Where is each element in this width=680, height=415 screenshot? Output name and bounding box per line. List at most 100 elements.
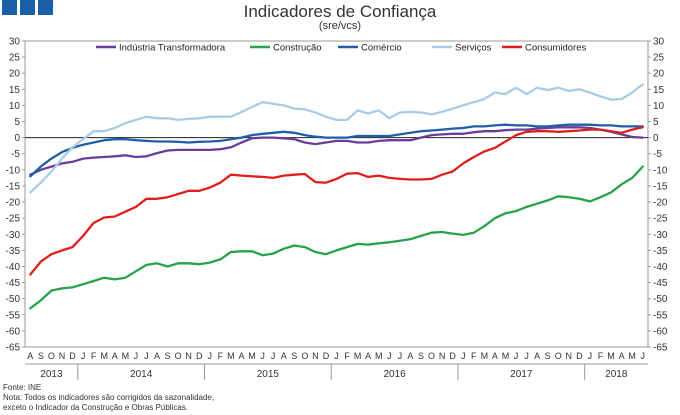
y-tick-label-left: -45 bbox=[6, 278, 21, 289]
x-tick-label: D bbox=[196, 351, 203, 361]
x-tick-label: J bbox=[514, 351, 519, 361]
y-tick-label-right: -10 bbox=[653, 165, 668, 176]
x-tick-label: J bbox=[524, 351, 529, 361]
y-tick-label-right: 5 bbox=[653, 117, 659, 128]
y-tick-label-right: -55 bbox=[653, 310, 668, 321]
series-line bbox=[29, 83, 644, 194]
x-tick-label: A bbox=[238, 351, 244, 361]
x-tick-label: D bbox=[323, 351, 330, 361]
y-tick-label-left: 10 bbox=[9, 101, 21, 112]
x-tick-label: F bbox=[598, 351, 604, 361]
x-tick-label: M bbox=[122, 351, 130, 361]
y-tick-label-right: -35 bbox=[653, 246, 668, 257]
x-tick-label: A bbox=[619, 351, 625, 361]
legend-label: Comércio bbox=[361, 43, 402, 54]
x-tick-label: J bbox=[387, 351, 392, 361]
x-tick-label: F bbox=[218, 351, 224, 361]
x-tick-label: J bbox=[144, 351, 149, 361]
year-label: 2018 bbox=[605, 369, 628, 380]
x-tick-label: S bbox=[418, 351, 424, 361]
x-tick-label: J bbox=[271, 351, 276, 361]
y-tick-label-left: -40 bbox=[6, 262, 21, 273]
y-tick-label-left: -25 bbox=[6, 214, 21, 225]
x-tick-label: A bbox=[534, 351, 540, 361]
series-line bbox=[29, 123, 644, 178]
y-tick-label-left: -65 bbox=[6, 343, 21, 354]
y-tick-label-right: 10 bbox=[653, 101, 665, 112]
y-tick-label-left: -15 bbox=[6, 181, 21, 192]
year-label: 2017 bbox=[510, 369, 533, 380]
x-tick-label: O bbox=[48, 351, 55, 361]
y-tick-label-left: 15 bbox=[9, 85, 21, 96]
x-tick-label: F bbox=[471, 351, 477, 361]
y-tick-label-left: -10 bbox=[6, 165, 21, 176]
y-tick-label-right: -45 bbox=[653, 278, 668, 289]
x-tick-label: J bbox=[208, 351, 213, 361]
x-tick-label: J bbox=[398, 351, 403, 361]
logo-square-1 bbox=[2, 0, 17, 15]
chart-subtitle: (sre/vcs) bbox=[318, 20, 362, 32]
y-tick-label-right: 0 bbox=[653, 133, 659, 144]
x-tick-label: F bbox=[91, 351, 97, 361]
y-tick-label-right: -40 bbox=[653, 262, 668, 273]
y-tick-label-right: -50 bbox=[653, 294, 668, 305]
y-tick-label-left: 20 bbox=[9, 69, 21, 80]
x-tick-label: M bbox=[100, 351, 108, 361]
y-tick-label-right: -25 bbox=[653, 214, 668, 225]
x-tick-label: A bbox=[365, 351, 371, 361]
x-tick-label: O bbox=[555, 351, 562, 361]
year-label: 2014 bbox=[130, 369, 153, 380]
y-tick-label-left: -5 bbox=[11, 149, 20, 160]
y-tick-label-right: 15 bbox=[653, 85, 665, 96]
y-tick-label-left: -30 bbox=[6, 230, 21, 241]
x-tick-label: S bbox=[545, 351, 551, 361]
x-tick-label: D bbox=[576, 351, 583, 361]
legend-label: Consumidores bbox=[525, 43, 586, 54]
y-tick-label-left: -20 bbox=[6, 198, 21, 209]
x-tick-label: M bbox=[481, 351, 489, 361]
legend-label: Indústria Transformadora bbox=[119, 43, 226, 54]
y-tick-label-left: -50 bbox=[6, 294, 21, 305]
x-tick-label: S bbox=[291, 351, 297, 361]
logo-square-2 bbox=[20, 0, 35, 15]
legend-label: Construção bbox=[273, 43, 322, 54]
x-tick-label: M bbox=[628, 351, 636, 361]
y-tick-label-right: -60 bbox=[653, 326, 668, 337]
y-tick-label-left: -35 bbox=[6, 246, 21, 257]
x-tick-label: O bbox=[428, 351, 435, 361]
x-tick-label: N bbox=[185, 351, 192, 361]
y-tick-label-right: 20 bbox=[653, 69, 665, 80]
x-tick-label: A bbox=[27, 351, 33, 361]
x-tick-label: J bbox=[134, 351, 139, 361]
x-tick-label: J bbox=[334, 351, 339, 361]
x-tick-label: M bbox=[375, 351, 383, 361]
x-tick-label: N bbox=[59, 351, 66, 361]
source-note: Fonte: INE bbox=[3, 383, 42, 392]
x-tick-label: A bbox=[492, 351, 498, 361]
chart-notes: Fonte: INE Nota: Todos os indicadores sã… bbox=[3, 383, 214, 413]
x-tick-label: A bbox=[407, 351, 413, 361]
series-line bbox=[29, 165, 644, 310]
x-tick-label: N bbox=[312, 351, 319, 361]
x-tick-label: N bbox=[566, 351, 573, 361]
x-tick-label: O bbox=[301, 351, 308, 361]
y-tick-label-left: -60 bbox=[6, 326, 21, 337]
y-tick-label-right: -30 bbox=[653, 230, 668, 241]
y-tick-label-right: -15 bbox=[653, 181, 668, 192]
plot-frame bbox=[24, 40, 649, 348]
y-tick-label-left: 5 bbox=[14, 117, 20, 128]
x-tick-label: O bbox=[175, 351, 182, 361]
y-tick-label-right: -65 bbox=[653, 343, 668, 354]
x-tick-label: A bbox=[281, 351, 287, 361]
x-tick-label: J bbox=[81, 351, 86, 361]
x-tick-label: M bbox=[227, 351, 235, 361]
footnote-line-1: Nota: Todos os indicadores são corrigido… bbox=[3, 393, 215, 402]
y-tick-label-right: -20 bbox=[653, 198, 668, 209]
y-tick-label-right: 25 bbox=[653, 53, 665, 64]
x-tick-label: S bbox=[38, 351, 44, 361]
x-tick-label: M bbox=[354, 351, 362, 361]
year-label: 2016 bbox=[383, 369, 406, 380]
year-label: 2013 bbox=[40, 369, 63, 380]
x-tick-label: M bbox=[248, 351, 256, 361]
x-tick-label: A bbox=[112, 351, 118, 361]
